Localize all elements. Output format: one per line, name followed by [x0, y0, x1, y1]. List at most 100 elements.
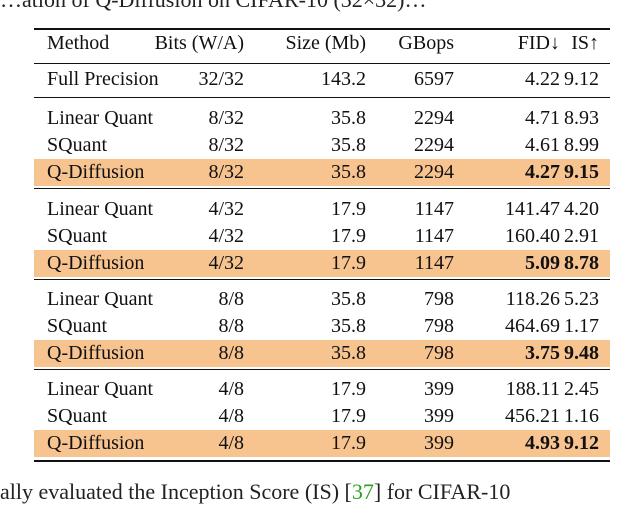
cell-fid: 160.40: [505, 225, 560, 247]
cell-is: 2.45: [564, 378, 599, 400]
cell-is: 8.78: [564, 252, 599, 274]
cell-is: 1.16: [564, 405, 599, 427]
cell-method: Full Precision: [47, 68, 159, 90]
table-row: Linear Quant 4/32 17.9 1147 141.47 4.20: [34, 196, 610, 223]
body-text-line: ally evaluated the Inception Score (IS) …: [0, 479, 640, 505]
cell-fid: 5.09: [525, 252, 560, 274]
cell-gbops: 399: [424, 405, 454, 427]
cell-is: 5.23: [564, 288, 599, 310]
table-row: SQuant 8/8 35.8 798 464.69 1.17: [34, 313, 610, 340]
cell-fid: 4.71: [525, 107, 560, 129]
header-fid: FID↓: [517, 32, 560, 54]
header-rule: [34, 63, 610, 64]
group-rule: [34, 97, 610, 98]
header-method: Method: [47, 32, 110, 54]
cell-gbops: 798: [424, 288, 454, 310]
cell-bits: 8/8: [218, 315, 244, 337]
cell-fid: 4.93: [525, 432, 560, 454]
cell-method: Linear Quant: [47, 107, 154, 129]
group-rule: [34, 369, 610, 370]
cell-fid: 456.21: [505, 405, 560, 427]
cell-gbops: 798: [424, 315, 454, 337]
cell-fid: 4.27: [525, 161, 560, 183]
cell-gbops: 2294: [414, 107, 454, 129]
cropped-caption-top: …ation of Q-Diffusion on CIFAR-10 (32×32…: [0, 0, 640, 13]
cell-size: 35.8: [331, 342, 366, 364]
cell-method: Linear Quant: [47, 288, 154, 310]
table-row: Linear Quant 8/32 35.8 2294 4.71 8.93: [34, 105, 610, 132]
cell-bits: 32/32: [198, 68, 244, 90]
cell-fid: 464.69: [505, 315, 560, 337]
cell-bits: 4/8: [218, 405, 244, 427]
cell-method: SQuant: [47, 134, 107, 156]
body-text-before: ally evaluated the Inception Score (IS) …: [0, 479, 352, 504]
cell-size: 35.8: [331, 288, 366, 310]
cell-bits: 8/32: [208, 134, 244, 156]
cell-size: 35.8: [331, 161, 366, 183]
cell-is: 1.17: [564, 315, 599, 337]
cell-bits: 4/8: [218, 432, 244, 454]
cell-fid: 188.11: [505, 378, 560, 400]
cell-bits: 4/32: [208, 198, 244, 220]
cell-gbops: 399: [424, 378, 454, 400]
cell-gbops: 2294: [414, 161, 454, 183]
cell-size: 35.8: [331, 107, 366, 129]
group-rule: [34, 279, 610, 280]
header-is: IS↑: [571, 32, 599, 54]
cell-gbops: 1147: [414, 252, 454, 274]
cell-method: Q-Diffusion: [47, 342, 145, 364]
cell-size: 17.9: [331, 378, 366, 400]
cell-bits: 4/32: [208, 225, 244, 247]
cell-method: SQuant: [47, 225, 107, 247]
cell-gbops: 1147: [414, 225, 454, 247]
cell-fid: 3.75: [525, 342, 560, 364]
cell-size: 17.9: [331, 198, 366, 220]
table-row-highlighted: Q-Diffusion 4/32 17.9 1147 5.09 8.78: [34, 250, 610, 277]
top-rule: [34, 28, 610, 30]
cell-bits: 8/8: [218, 288, 244, 310]
cell-size: 17.9: [331, 225, 366, 247]
cell-is: 4.20: [564, 198, 599, 220]
cell-is: 2.91: [564, 225, 599, 247]
cell-gbops: 2294: [414, 134, 454, 156]
table-row-full-precision: Full Precision 32/32 143.2 6597 4.22 9.1…: [34, 66, 610, 93]
cell-is: 8.99: [564, 134, 599, 156]
cell-size: 17.9: [331, 405, 366, 427]
cell-bits: 4/32: [208, 252, 244, 274]
cell-is: 9.48: [564, 342, 599, 364]
cell-fid: 4.22: [525, 68, 560, 90]
cell-size: 17.9: [331, 432, 366, 454]
header-row: Method Bits (W/A) Size (Mb) GBops FID↓ I…: [34, 30, 610, 57]
table-row-highlighted: Q-Diffusion 8/32 35.8 2294 4.27 9.15: [34, 159, 610, 186]
cell-size: 35.8: [331, 315, 366, 337]
cell-is: 8.93: [564, 107, 599, 129]
citation-link[interactable]: 37: [351, 479, 374, 504]
header-gbops: GBops: [398, 32, 454, 54]
cell-fid: 118.26: [505, 288, 560, 310]
cell-fid: 141.47: [505, 198, 560, 220]
cell-gbops: 798: [424, 342, 454, 364]
table-row: SQuant 8/32 35.8 2294 4.61 8.99: [34, 132, 610, 159]
cell-size: 143.2: [321, 68, 366, 90]
cell-is: 9.15: [564, 161, 599, 183]
table-row: Linear Quant 8/8 35.8 798 118.26 5.23: [34, 286, 610, 313]
cell-gbops: 1147: [414, 198, 454, 220]
cell-gbops: 6597: [414, 68, 454, 90]
header-size: Size (Mb): [285, 32, 366, 54]
cell-method: SQuant: [47, 405, 107, 427]
cell-bits: 4/8: [218, 378, 244, 400]
cell-size: 35.8: [331, 134, 366, 156]
cell-fid: 4.61: [525, 134, 560, 156]
cell-gbops: 399: [424, 432, 454, 454]
cell-bits: 8/32: [208, 161, 244, 183]
cell-method: Q-Diffusion: [47, 252, 145, 274]
group-rule: [34, 188, 610, 189]
table-row-highlighted: Q-Diffusion 4/8 17.9 399 4.93 9.12: [34, 430, 610, 457]
table-row: SQuant 4/32 17.9 1147 160.40 2.91: [34, 223, 610, 250]
cell-bits: 8/32: [208, 107, 244, 129]
cell-method: Q-Diffusion: [47, 432, 145, 454]
table-row: SQuant 4/8 17.9 399 456.21 1.16: [34, 403, 610, 430]
cell-method: Linear Quant: [47, 378, 154, 400]
cell-size: 17.9: [331, 252, 366, 274]
header-bits: Bits (W/A): [154, 32, 244, 54]
